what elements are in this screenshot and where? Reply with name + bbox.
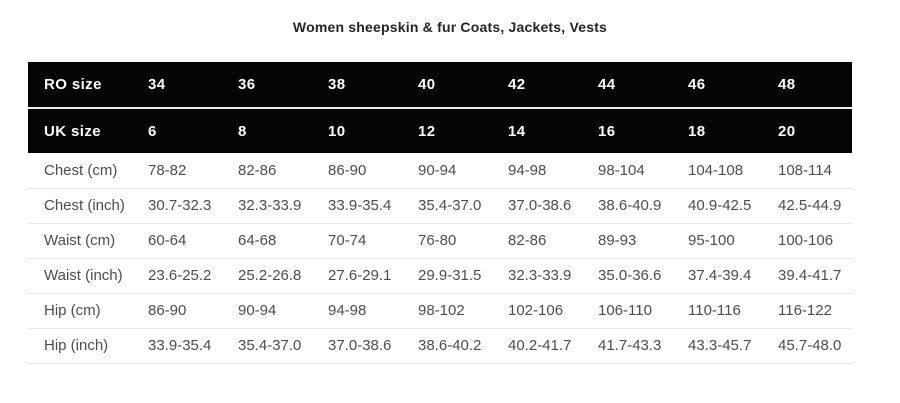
measurement-cell: 108-114 (762, 153, 852, 189)
measurement-cell: 40.2-41.7 (492, 328, 582, 364)
row-label: Waist (cm) (28, 223, 132, 259)
size-chart-body: Chest (cm) 78-82 82-86 86-90 90-94 94-98 98-10… (28, 153, 852, 364)
measurement-cell: 94-98 (312, 293, 402, 329)
size-header-cell: 6 (148, 122, 157, 140)
measurement-cell: 98-104 (582, 153, 672, 189)
measurement-cell: 32.3-33.9 (492, 258, 582, 294)
measurement-cell: 33.9-35.4 (132, 328, 222, 364)
size-header-cell: 40 (402, 62, 492, 109)
measurement-cell: 98-102 (402, 293, 492, 329)
measurement-cell: 35.4-37.0 (402, 188, 492, 224)
size-header-cell: 42 (492, 62, 582, 109)
header-row-ro: RO size 34 36 38 40 42 44 46 48 (28, 62, 852, 109)
size-header-cell: 36 (222, 62, 312, 109)
size-header-cell: 34 (132, 62, 222, 109)
measurement-cell: 35.4-37.0 (222, 328, 312, 364)
size-header-cell: 48 (762, 62, 852, 109)
row-label: Hip (inch) (28, 328, 132, 364)
measurement-cell: 70-74 (312, 223, 402, 259)
measurement-cell: 106-110 (582, 293, 672, 329)
measurement-cell: 78-82 (132, 153, 222, 189)
size-chart-table: RO size 34 36 38 40 42 44 46 48 UK size 6 8 10 12 14 16… (28, 62, 852, 364)
measurement-cell: 32.3-33.9 (222, 188, 312, 224)
measurement-cell: 43.3-45.7 (672, 328, 762, 364)
body-row-waist-cm: Waist (cm) 60-64 64-68 70-74 76-80 82-86 89-93… (28, 223, 852, 259)
measurement-cell: 38.6-40.9 (582, 188, 672, 224)
body-row-hip-inch: Hip (inch) 33.9-35.4 35.4-37.0 37.0-38.6 38.… (28, 328, 852, 364)
size-header-cell: 8 (238, 122, 247, 140)
row-label: RO size (28, 62, 132, 109)
row-label: Chest (inch) (28, 188, 132, 224)
measurement-cell: 38.6-40.2 (402, 328, 492, 364)
measurement-cell: 60-64 (132, 223, 222, 259)
measurement-cell: 37.0-38.6 (312, 328, 402, 364)
measurement-cell: 40.9-42.5 (672, 188, 762, 224)
measurement-cell: 30.7-32.3 (132, 188, 222, 224)
body-row-hip-cm: Hip (cm) 86-90 90-94 94-98 98-102 102-106 106-… (28, 293, 852, 329)
measurement-cell: 23.6-25.2 (132, 258, 222, 294)
body-row-waist-inch: Waist (inch) 23.6-25.2 25.2-26.8 27.6-29.1 2… (28, 258, 852, 294)
measurement-cell: 90-94 (402, 153, 492, 189)
measurement-cell: 82-86 (222, 153, 312, 189)
row-label: Hip (cm) (28, 293, 132, 329)
measurement-cell: 27.6-29.1 (312, 258, 402, 294)
body-row-chest-inch: Chest (inch) 30.7-32.3 32.3-33.9 33.9-35.4 3… (28, 188, 852, 224)
measurement-cell: 100-106 (762, 223, 852, 259)
measurement-cell: 41.7-43.3 (582, 328, 672, 364)
size-header-cell: 16 (598, 122, 616, 140)
size-header-cell: 12 (418, 122, 436, 140)
measurement-cell: 37.0-38.6 (492, 188, 582, 224)
measurement-cell: 86-90 (312, 153, 402, 189)
measurement-cell: 82-86 (492, 223, 582, 259)
size-header-cell: 18 (688, 122, 706, 140)
size-header-cell: 46 (672, 62, 762, 109)
measurement-cell: 45.7-48.0 (762, 328, 852, 364)
row-label: UK size (44, 122, 101, 140)
measurement-cell: 29.9-31.5 (402, 258, 492, 294)
size-header-cell: 14 (508, 122, 526, 140)
measurement-cell: 39.4-41.7 (762, 258, 852, 294)
measurement-cell: 76-80 (402, 223, 492, 259)
measurement-cell: 89-93 (582, 223, 672, 259)
size-header-cell: 44 (582, 62, 672, 109)
measurement-cell: 37.4-39.4 (672, 258, 762, 294)
measurement-cell: 110-116 (672, 293, 762, 329)
page-title: Women sheepskin & fur Coats, Jackets, Ve… (292, 19, 608, 35)
measurement-cell: 42.5-44.9 (762, 188, 852, 224)
size-chart-header: RO size 34 36 38 40 42 44 46 48 UK size 6 8 10 12 14 16… (28, 62, 852, 153)
measurement-cell: 102-106 (492, 293, 582, 329)
body-row-chest-cm: Chest (cm) 78-82 82-86 86-90 90-94 94-98 98-10… (28, 153, 852, 189)
size-header-cell: 10 (328, 122, 346, 140)
measurement-cell: 33.9-35.4 (312, 188, 402, 224)
row-label: Waist (inch) (28, 258, 132, 294)
row-label: Chest (cm) (28, 153, 132, 189)
measurement-cell: 64-68 (222, 223, 312, 259)
measurement-cell: 104-108 (672, 153, 762, 189)
measurement-cell: 90-94 (222, 293, 312, 329)
header-row-uk: UK size 6 8 10 12 14 16 18 20 (28, 108, 852, 153)
measurement-cell: 86-90 (132, 293, 222, 329)
measurement-cell: 95-100 (672, 223, 762, 259)
measurement-cell: 25.2-26.8 (222, 258, 312, 294)
size-header-cell: 38 (312, 62, 402, 109)
measurement-cell: 35.0-36.6 (582, 258, 672, 294)
measurement-cell: 94-98 (492, 153, 582, 189)
size-header-cell: 20 (778, 122, 796, 140)
measurement-cell: 116-122 (762, 293, 852, 329)
